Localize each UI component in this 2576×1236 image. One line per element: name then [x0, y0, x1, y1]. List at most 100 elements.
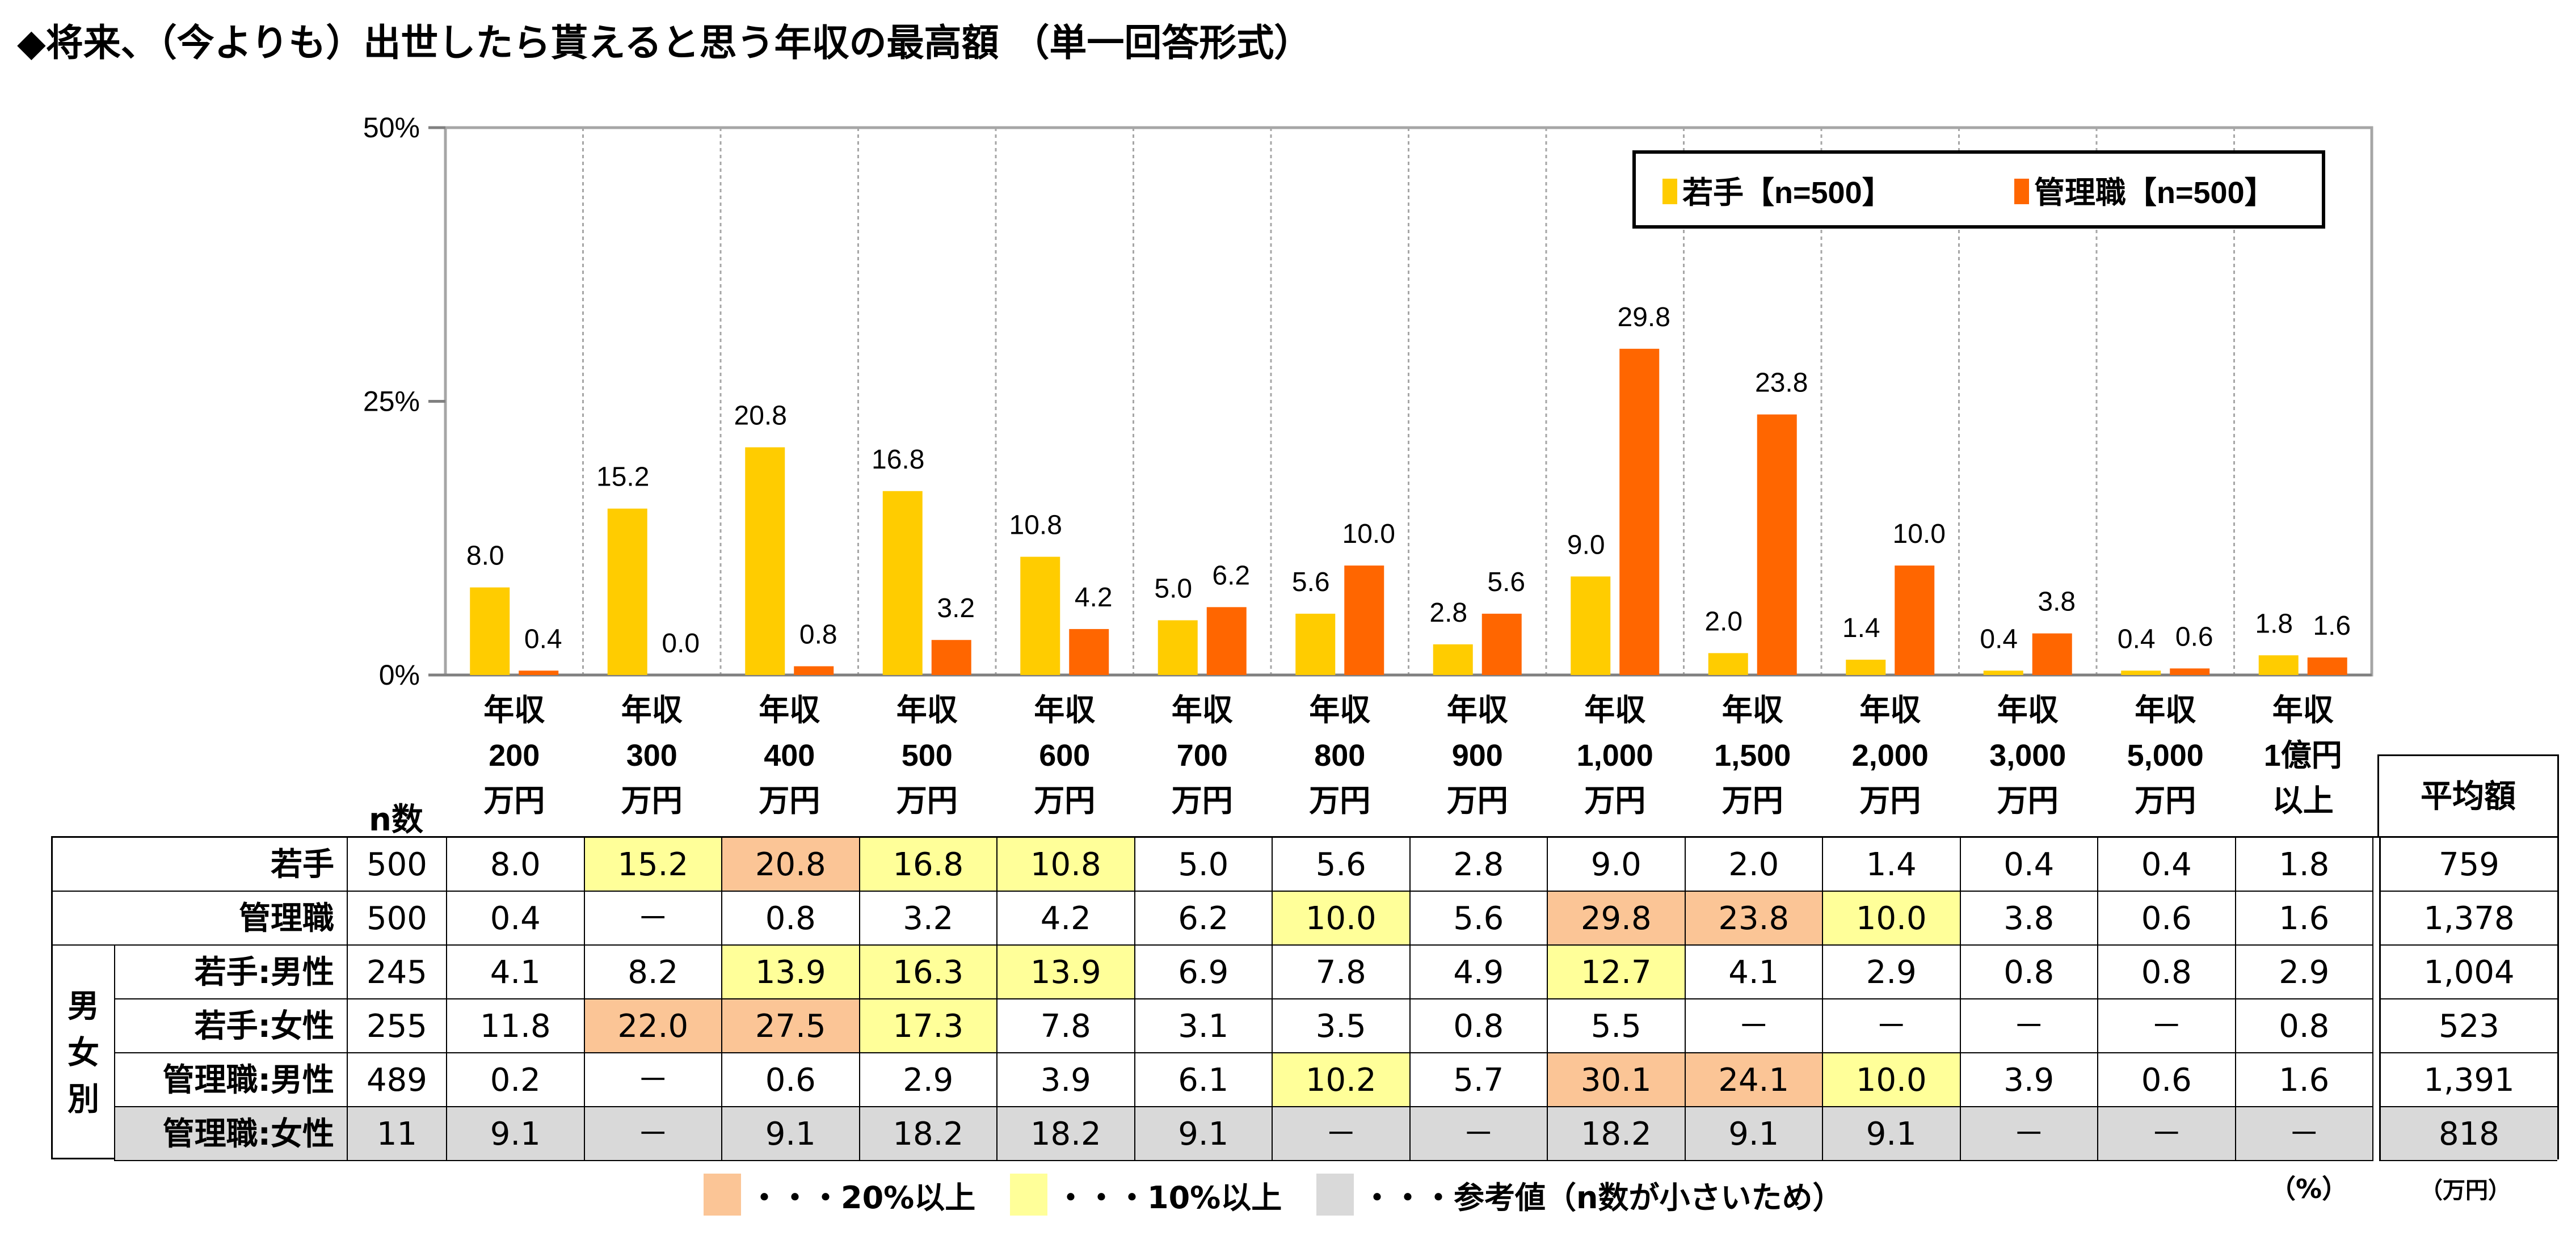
- percent-unit: （%）: [2270, 1174, 2348, 1204]
- category-label: 年収 3,000 万円: [1989, 693, 2066, 818]
- bar-manager: [931, 640, 971, 675]
- row-label: 管理職: [53, 892, 348, 946]
- row-average: 759: [2379, 838, 2557, 892]
- row-average: 523: [2379, 999, 2557, 1053]
- data-label-young: 16.8: [872, 445, 924, 475]
- table-cell: 3.5: [1273, 999, 1411, 1053]
- data-label-manager: 29.8: [1618, 302, 1670, 332]
- bar-young: [882, 491, 923, 675]
- data-label-manager: 23.8: [1755, 368, 1808, 398]
- category-label: 年収 5,000 万円: [2127, 693, 2204, 818]
- bar-young: [607, 508, 647, 675]
- category-label: 年収 900 万円: [1447, 693, 1508, 818]
- data-label-young: 15.2: [596, 462, 649, 492]
- table-row: 管理職:女性 11 9.1 － 9.1 18.2 18.2 9.1 －－ 18.2 9.1 9.1 －－…: [53, 1107, 2557, 1163]
- table-cell: 4.9: [1410, 946, 1548, 999]
- table-row: 管理職:男性 489 0.2 － 0.6 2.9 3.9 6.1 10.2 5.7 30.1 24.1…: [53, 1053, 2557, 1110]
- bar-young: [1433, 644, 1473, 675]
- data-label-young: 5.0: [1154, 574, 1192, 604]
- table-cell: 17.3: [860, 999, 997, 1053]
- table-cell: 20.8: [722, 838, 860, 892]
- data-labels: 8.0 15.2 20.8 16.8 10.8 5.0 5.6 2.8 9.0 2.0 1.4 0.4…: [466, 302, 2351, 659]
- row-label: 若手:男性: [115, 946, 348, 999]
- legend-label-manager: 管理職【n=500】: [2034, 176, 2275, 210]
- table-cell: 2.9: [2236, 946, 2373, 999]
- table-cell: 0.8: [722, 892, 860, 946]
- bar-manager: [1481, 613, 1522, 675]
- table-cell: 15.2: [584, 838, 722, 892]
- table-cell: 13.9: [997, 946, 1135, 999]
- data-label-young: 0.4: [2118, 624, 2156, 654]
- table-cell: 5.5: [1548, 999, 1686, 1053]
- data-label-manager: 0.6: [2175, 622, 2213, 652]
- table-cell: 4.1: [447, 946, 585, 999]
- data-label-young: 5.6: [1292, 567, 1330, 597]
- table-cell: 9.1: [447, 1107, 585, 1161]
- bar-young: [2258, 655, 2299, 675]
- category-label: 年収 700 万円: [1172, 693, 1233, 818]
- chart-legend: 若手【n=500】 管理職【n=500】: [1632, 150, 2325, 229]
- data-label-manager: 4.2: [1075, 583, 1113, 613]
- table-cell: 5.7: [1410, 1053, 1548, 1107]
- table-cell: 0.4: [1960, 838, 2098, 892]
- bar-young: [1020, 556, 1060, 675]
- table-cell: －: [584, 1107, 722, 1161]
- row-n-count: 11: [348, 1107, 447, 1161]
- table-cell: 10.0: [1823, 1053, 1961, 1107]
- table-cell: 30.1: [1548, 1053, 1686, 1107]
- table-cell: 10.2: [1273, 1053, 1411, 1107]
- data-label-manager: 0.8: [799, 620, 837, 650]
- data-label-young: 8.0: [466, 541, 504, 571]
- table-cell: 13.9: [722, 946, 860, 999]
- table-cell: 16.3: [860, 946, 997, 999]
- data-label-young: 1.4: [1842, 613, 1880, 643]
- table-cell: 18.2: [1548, 1107, 1686, 1161]
- category-label: 年収 1,500 万円: [1714, 693, 1791, 818]
- data-label-manager: 6.2: [1212, 560, 1250, 590]
- table-cell: 2.0: [1685, 838, 1823, 892]
- table-cell: 18.2: [860, 1107, 997, 1161]
- table-cell: 6.9: [1135, 946, 1273, 999]
- table-cell: 16.8: [860, 838, 997, 892]
- bar-manager: [519, 670, 559, 675]
- bar-manager: [1895, 566, 1935, 675]
- bar-manager: [1069, 628, 1109, 675]
- data-label-young: 1.8: [2255, 609, 2293, 639]
- table-cell: 3.9: [997, 1053, 1135, 1107]
- table-cell: 6.1: [1135, 1053, 1273, 1107]
- table-gap: [2373, 999, 2379, 1056]
- table-cell: 24.1: [1685, 1053, 1823, 1107]
- table-cell: －: [1960, 1107, 2098, 1161]
- table-cell: 3.2: [860, 892, 997, 946]
- bar-young: [1846, 659, 1886, 675]
- table-row: 若手 500 8.0 15.2 20.8 16.8 10.8 5.0 5.6 2.8 9.0 2.0 1…: [53, 838, 2557, 894]
- table-cell: 10.0: [1273, 892, 1411, 946]
- table-cell: 0.8: [1410, 999, 1548, 1053]
- table-cell: －: [2098, 999, 2236, 1053]
- category-label: 年収 1億円以上: [2264, 693, 2342, 818]
- yen-unit: （万円）: [2420, 1178, 2511, 1204]
- bar-young: [470, 587, 510, 675]
- bar-manager: [2170, 668, 2210, 675]
- data-label-young: 20.8: [734, 401, 787, 431]
- legend-10pct-text: ・・・10%以上: [1055, 1179, 1282, 1216]
- table-gap: [2373, 892, 2379, 948]
- legend-swatch-young: [1662, 179, 1677, 204]
- table-row: 若手:男性 245 4.1 8.2 13.9 16.3 13.9 6.9 7.8 4.9 12.7 4…: [53, 946, 2557, 1002]
- table-gap: [2373, 838, 2379, 894]
- row-n-count: 255: [348, 999, 447, 1053]
- table-cell: 9.1: [1685, 1107, 1823, 1161]
- bar-young: [1983, 670, 2023, 675]
- table-gap: [2373, 946, 2379, 1002]
- category-label: 年収 400 万円: [759, 693, 820, 818]
- table-cell: 11.8: [447, 999, 585, 1053]
- table-cell: 0.8: [2236, 999, 2373, 1053]
- data-label-manager: 1.6: [2313, 611, 2351, 641]
- bar-young: [745, 447, 785, 675]
- bar-young: [1708, 653, 1748, 675]
- data-label-manager: 3.8: [2038, 587, 2076, 617]
- row-n-count: 500: [348, 892, 447, 946]
- table-cell: 1.6: [2236, 892, 2373, 946]
- row-n-count: 500: [348, 838, 447, 892]
- row-label: 若手: [53, 838, 348, 892]
